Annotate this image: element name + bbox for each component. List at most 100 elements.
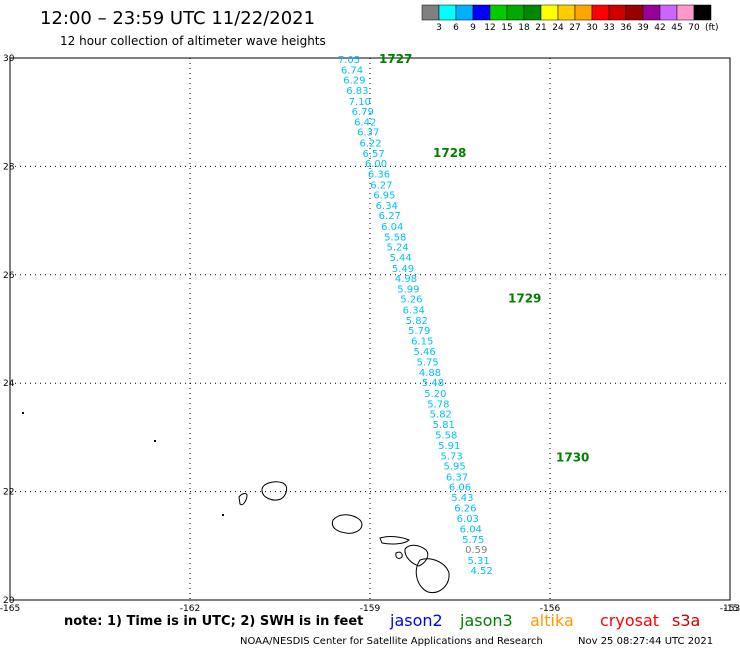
footer-note: note: 1) Time is in UTC; 2) SWH is in fe… (64, 614, 363, 629)
swh-value: 5.78 (427, 399, 449, 410)
colorbar-swatch (676, 4, 695, 21)
swh-value: 6.04 (460, 524, 482, 535)
swh-value: 5.58 (435, 431, 457, 442)
map-grid (10, 58, 731, 600)
y-tick-label: 30 (3, 54, 15, 64)
colorbar-swatch (608, 4, 627, 21)
swh-value: 5.49 (392, 264, 414, 275)
colorbar-swatch (472, 4, 491, 21)
swh-value: 6.95 (373, 191, 395, 202)
swh-value: 7.10 (349, 97, 371, 108)
colorbar-legend: 3 6 9 12 15 18 21 24 27 30 33 36 39 42 45 70 (ft) (421, 4, 719, 33)
swh-value: 7.05 (338, 55, 360, 66)
satellite-jason2: jason2 (389, 611, 443, 630)
footer-timestamp: Nov 25 08:27:44 UTC 2021 (578, 636, 713, 647)
swh-value: 5.82 (406, 316, 428, 327)
swh-value: 6.27 (379, 211, 401, 222)
colorbar-label: 39 (637, 23, 649, 33)
necker-island (22, 412, 24, 414)
colorbar-label: 15 (501, 23, 512, 33)
chart-title: 12:00 – 23:59 UTC 11/22/2021 (40, 8, 315, 29)
colorbar-swatch (506, 4, 525, 21)
swh-value: 4.88 (419, 368, 441, 379)
x-tick-label: -153 (720, 604, 740, 614)
swh-value: 6.03 (457, 514, 479, 525)
lanai-island (395, 551, 403, 559)
y-tick-label: 26 (3, 271, 15, 281)
colorbar-label: 3 (436, 23, 442, 33)
swh-value: 5.75 (416, 358, 438, 369)
colorbar-swatch (557, 4, 576, 21)
hawaiian-islands (22, 412, 450, 594)
colorbar-label: 24 (552, 23, 564, 33)
swh-value: 6.36 (368, 169, 390, 180)
swh-value: 5.81 (433, 420, 455, 431)
colorbar-label: 12 (484, 23, 495, 33)
time-labels: 1727 1728 1729 1730 (379, 52, 589, 464)
swh-value: 6.79 (352, 107, 374, 118)
colorbar-swatch (421, 4, 440, 21)
swh-value: 5.20 (424, 389, 446, 400)
colorbar-label: 33 (603, 23, 614, 33)
x-tick-label: -156 (540, 604, 561, 614)
y-tick-label: 22 (3, 488, 14, 498)
colorbar-label: 36 (620, 23, 632, 33)
oahu-island (331, 514, 363, 534)
swh-value: 6.06 (449, 483, 471, 494)
swh-value: 5.46 (413, 347, 435, 358)
colorbar-swatch (693, 4, 712, 21)
swh-value: 6.57 (362, 149, 384, 160)
swh-value: 5.48 (422, 378, 444, 389)
colorbar-swatch (455, 4, 474, 21)
molokai-island (379, 536, 410, 545)
colorbar-swatch (625, 4, 644, 21)
swh-value: 5.75 (462, 535, 484, 546)
swh-value: 6.83 (346, 86, 368, 97)
swh-value: 5.24 (386, 243, 408, 254)
kauai-island (261, 481, 288, 501)
swh-value: 6.37 (357, 128, 379, 139)
nihoa-island (154, 440, 156, 442)
colorbar-label: 27 (569, 23, 580, 33)
x-tick-label: -162 (180, 604, 200, 614)
satellite-jason3: jason3 (459, 611, 513, 630)
swh-value: 6.26 (454, 503, 476, 514)
colorbar-label: 70 (688, 23, 700, 33)
swh-value: 6.15 (411, 336, 433, 347)
swh-value: 6.37 (446, 472, 468, 483)
satellite-altika: altika (530, 611, 574, 630)
swh-value: 5.31 (467, 556, 489, 567)
colorbar-label: 42 (654, 23, 665, 33)
swh-value: 5.95 (443, 462, 465, 473)
hawaii-island (415, 558, 450, 594)
maui-island (404, 544, 429, 567)
colorbar-swatch (659, 4, 678, 21)
swh-value: 5.26 (400, 295, 422, 306)
swh-value: 6.34 (376, 201, 398, 212)
colorbar-label: 45 (671, 23, 682, 33)
colorbar-swatch (574, 4, 593, 21)
swh-value: 5.82 (430, 410, 452, 421)
swh-value: 0.59 (465, 545, 487, 556)
satellite-s3a: s3a (672, 611, 700, 630)
x-tick-label: -15 (724, 604, 739, 614)
y-tick-label: 24 (3, 379, 15, 389)
colorbar-label: 18 (518, 23, 530, 33)
colorbar-label: 21 (535, 23, 546, 33)
swh-value: 6.27 (370, 180, 392, 191)
kaula-island (222, 514, 224, 516)
swh-value: 4.98 (395, 274, 417, 285)
colorbar-label: 6 (453, 23, 459, 33)
swh-value: 6.42 (354, 117, 376, 128)
x-tick-label: -165 (0, 604, 20, 614)
swh-value: 5.43 (451, 493, 473, 504)
swh-value: 5.99 (397, 284, 419, 295)
swh-value: 6.22 (359, 139, 381, 150)
colorbar-swatch (642, 4, 661, 21)
swh-value: 5.91 (438, 441, 460, 452)
pass-time-label: 1728 (433, 146, 466, 160)
colorbar-swatch (438, 4, 457, 21)
pass-time-label: 1730 (556, 450, 589, 464)
swh-value: 6.04 (381, 222, 403, 233)
footer-credit: NOAA/NESDIS Center for Satellite Applica… (240, 636, 543, 647)
